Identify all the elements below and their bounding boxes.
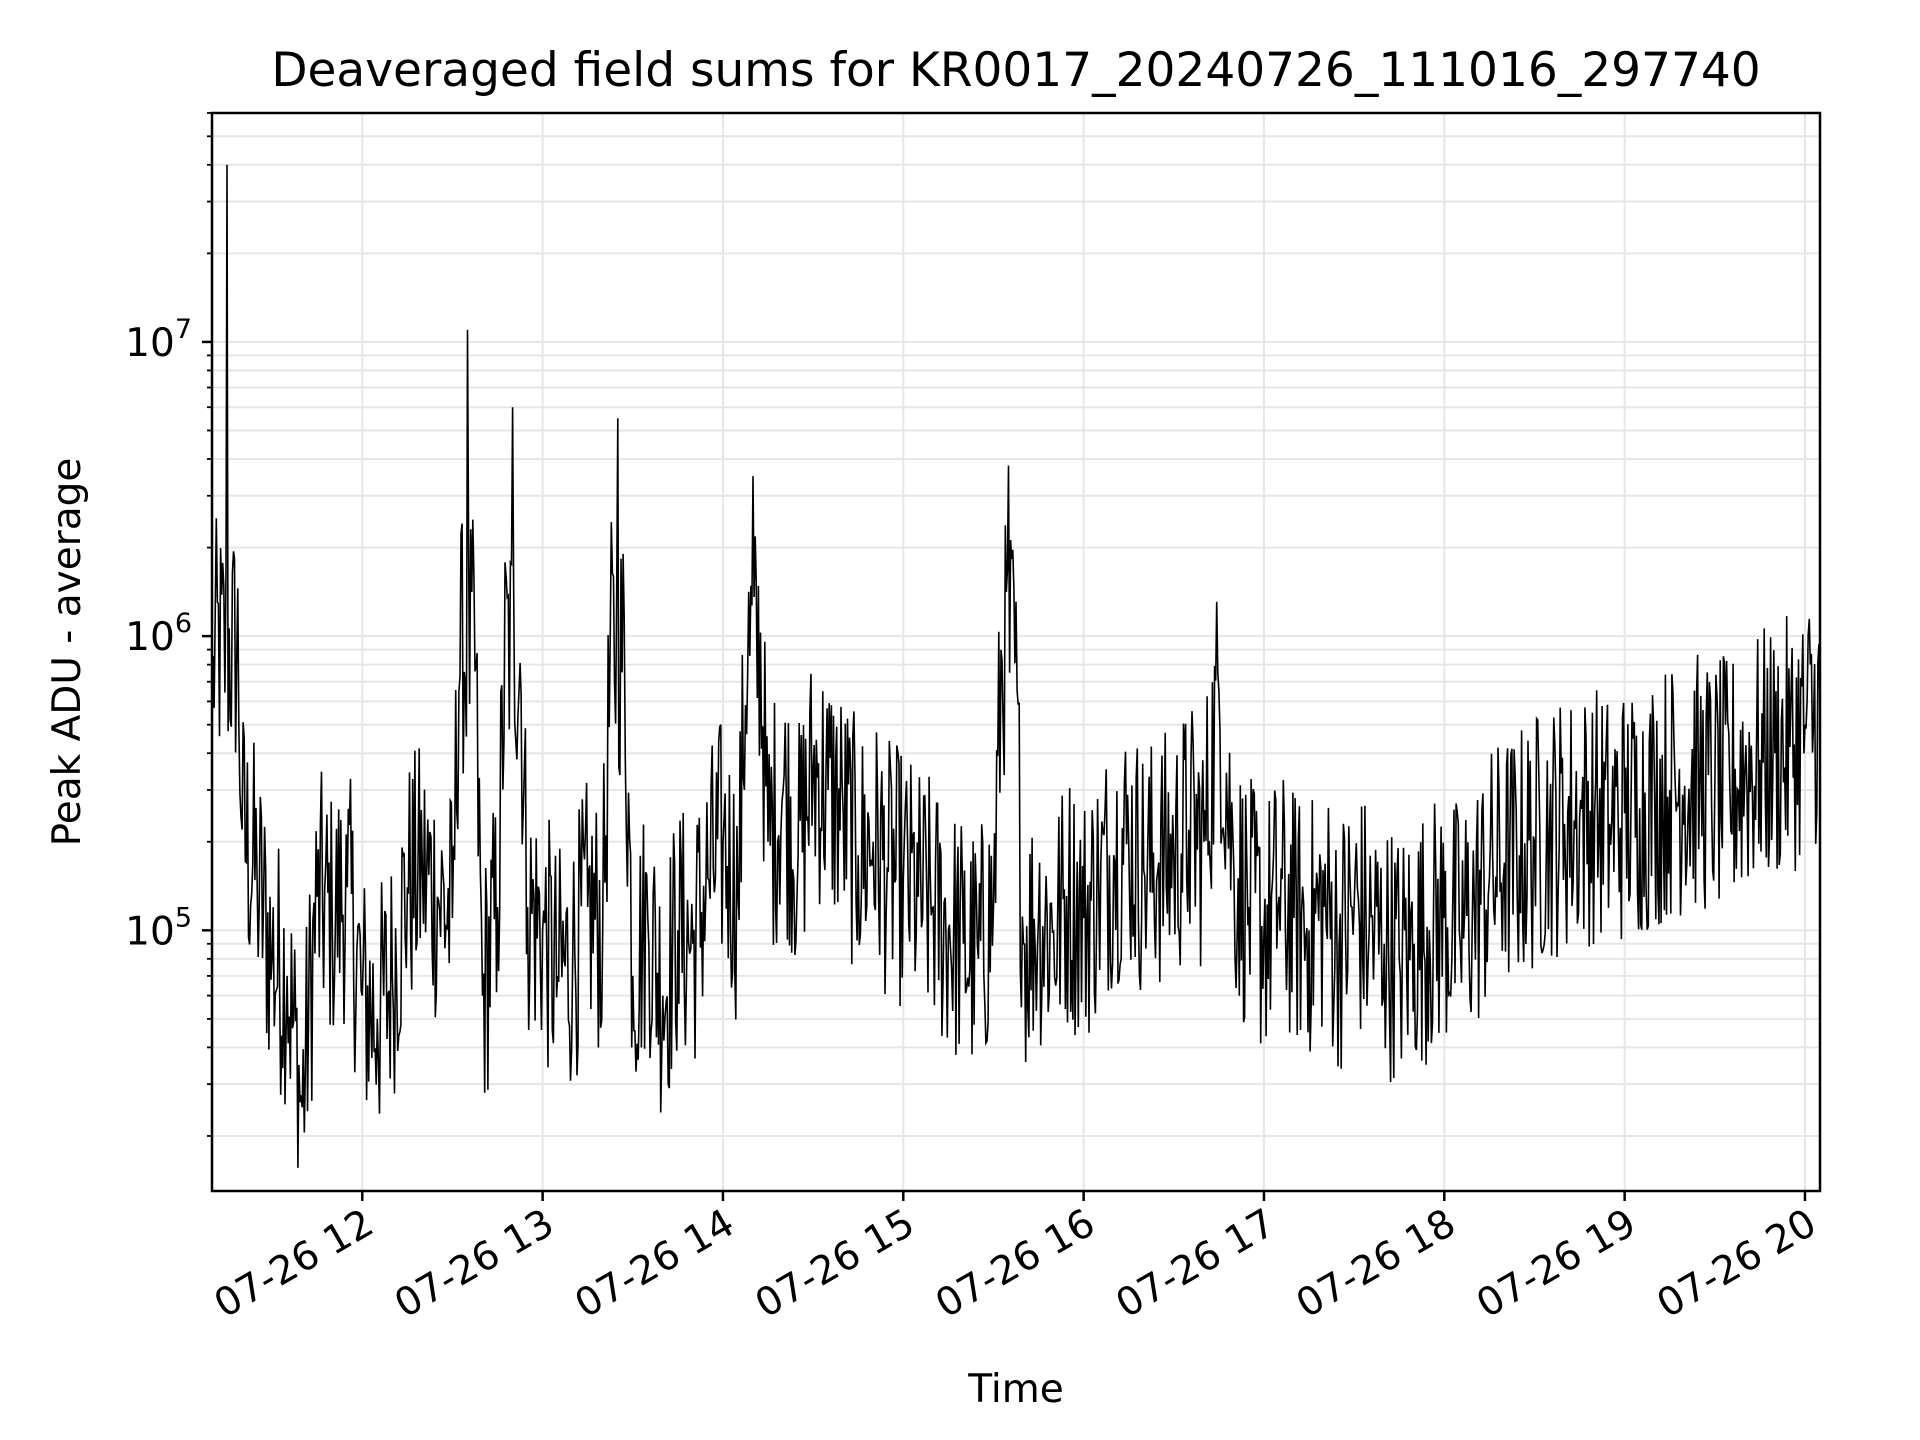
y-tick-base: 10	[125, 321, 175, 366]
grid	[212, 112, 1820, 1191]
series-line	[211, 164, 1821, 1168]
y-tick-base: 10	[125, 615, 175, 660]
y-tick-base: 10	[125, 909, 175, 954]
y-tick-label: 106	[125, 608, 192, 660]
y-tick-exponent: 5	[175, 902, 192, 933]
y-tick-exponent: 7	[175, 314, 192, 345]
y-axis-label: Peak ADU - average	[45, 458, 90, 847]
y-tick-label: 105	[125, 902, 192, 954]
plot-frame	[210, 111, 1822, 1193]
series-layer	[211, 164, 1821, 1168]
y-tick-label: 107	[125, 314, 192, 366]
y-tick-exponent: 6	[175, 608, 192, 639]
chart-title: Deaveraged field sums for KR0017_2024072…	[271, 43, 1760, 98]
x-axis-label: Time	[967, 1367, 1063, 1412]
